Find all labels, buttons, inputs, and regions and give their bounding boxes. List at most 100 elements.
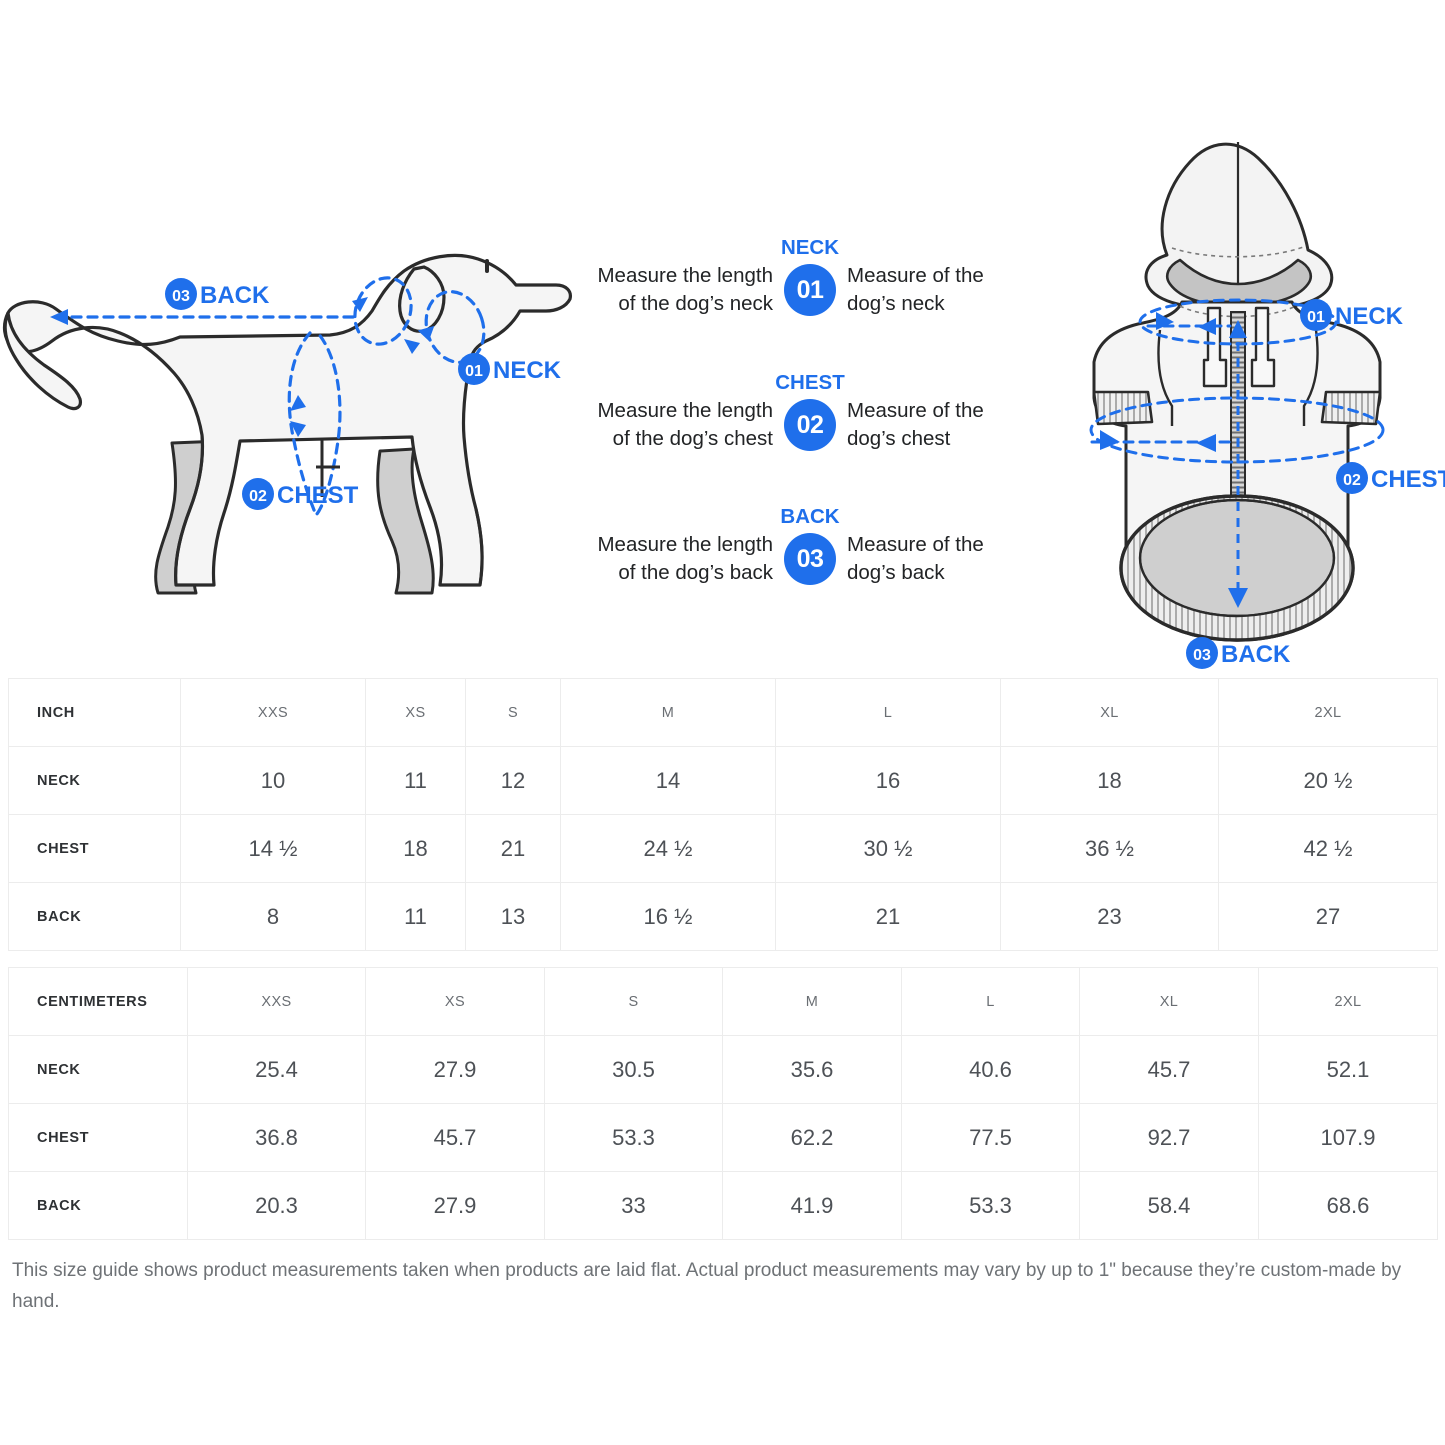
- cm-size-xxs: XXS: [187, 967, 366, 1036]
- hoodie-label-chest-text: CHEST: [1371, 466, 1445, 493]
- instruction-chest: Measure the length of the dog’s chest CH…: [575, 371, 1045, 470]
- inch-back-l: 21: [775, 882, 1001, 951]
- dog-label-back-text: BACK: [200, 282, 270, 309]
- instruction-back-caption: BACK: [780, 505, 840, 528]
- hoodie-diagram: 01 NECK 02 CHEST 03 BACK: [1030, 130, 1445, 675]
- instruction-back-badge: BACK 03: [780, 505, 840, 585]
- cm-back-xxs: 20.3: [187, 1171, 366, 1240]
- inch-chest-2xl: 42 ½: [1218, 814, 1438, 883]
- inch-chest-m: 24 ½: [560, 814, 776, 883]
- centimeters-size-table: CENTIMETERS XXS XS S M L XL 2XL NECK 25.…: [8, 967, 1438, 1240]
- cm-row-label-chest: CHEST: [8, 1103, 188, 1172]
- inch-size-l: L: [775, 678, 1001, 747]
- instruction-neck-caption: NECK: [780, 236, 840, 259]
- hoodie-label-neck-number: 01: [1307, 309, 1325, 326]
- cm-chest-s: 53.3: [544, 1103, 723, 1172]
- inch-back-xxs: 8: [180, 882, 366, 951]
- hoodie-label-back: 03 BACK: [1186, 637, 1291, 669]
- cm-neck-2xl: 52.1: [1258, 1035, 1438, 1104]
- hoodie-label-back-number: 03: [1193, 647, 1211, 664]
- hoodie-label-back-text: BACK: [1221, 641, 1291, 668]
- instruction-neck-left: Measure the length of the dog’s neck: [597, 263, 773, 315]
- inch-size-xxs: XXS: [180, 678, 366, 747]
- cm-unit-label: CENTIMETERS: [8, 967, 188, 1036]
- instruction-neck-right: Measure of the dog’s neck: [847, 263, 984, 315]
- cm-neck-xl: 45.7: [1079, 1035, 1259, 1104]
- cm-neck-m: 35.6: [722, 1035, 902, 1104]
- dog-label-back-number: 03: [172, 288, 190, 305]
- inch-neck-s: 12: [465, 746, 561, 815]
- inch-back-xl: 23: [1000, 882, 1219, 951]
- inch-back-s: 13: [465, 882, 561, 951]
- inch-size-2xl: 2XL: [1218, 678, 1438, 747]
- cm-size-xl: XL: [1079, 967, 1259, 1036]
- instruction-chest-left: Measure the length of the dog’s chest: [597, 398, 773, 450]
- dog-label-chest: 02 CHEST: [242, 478, 359, 510]
- cm-neck-s: 30.5: [544, 1035, 723, 1104]
- inch-row-label-neck: NECK: [8, 746, 181, 815]
- dog-label-neck-number: 01: [465, 363, 483, 380]
- inch-row-label-chest: CHEST: [8, 814, 181, 883]
- cm-size-l: L: [901, 967, 1080, 1036]
- cm-chest-m: 62.2: [722, 1103, 902, 1172]
- inch-back-m: 16 ½: [560, 882, 776, 951]
- inch-neck-m: 14: [560, 746, 776, 815]
- cm-size-s: S: [544, 967, 723, 1036]
- instruction-back-right: Measure of the dog’s back: [847, 532, 984, 584]
- inch-chest-xl: 36 ½: [1000, 814, 1219, 883]
- inch-chest-xxs: 14 ½: [180, 814, 366, 883]
- inch-chest-l: 30 ½: [775, 814, 1001, 883]
- inch-neck-xl: 18: [1000, 746, 1219, 815]
- inch-neck-xxs: 10: [180, 746, 366, 815]
- cm-back-l: 53.3: [901, 1171, 1080, 1240]
- dog-label-neck-text: NECK: [493, 357, 562, 384]
- dog-diagram: 03 BACK 01 NECK 02 CHEST: [0, 215, 580, 620]
- instruction-chest-number: 02: [784, 399, 836, 451]
- cm-size-2xl: 2XL: [1258, 967, 1438, 1036]
- inch-neck-2xl: 20 ½: [1218, 746, 1438, 815]
- instruction-chest-right: Measure of the dog’s chest: [847, 398, 984, 450]
- illustrations-area: 03 BACK 01 NECK 02 CHEST Measure the len…: [0, 0, 1445, 672]
- cm-row-label-neck: NECK: [8, 1035, 188, 1104]
- instruction-back: Measure the length of the dog’s back BAC…: [575, 505, 1045, 604]
- inch-size-s: S: [465, 678, 561, 747]
- instruction-neck-number: 01: [784, 264, 836, 316]
- table-row: CHEST 36.8 45.7 53.3 62.2 77.5 92.7 107.…: [8, 1103, 1438, 1172]
- cm-neck-xxs: 25.4: [187, 1035, 366, 1104]
- cm-table-header-row: CENTIMETERS XXS XS S M L XL 2XL: [8, 967, 1438, 1036]
- instruction-chest-badge: CHEST 02: [775, 371, 845, 451]
- dog-label-neck: 01 NECK: [458, 353, 562, 385]
- cm-size-m: M: [722, 967, 902, 1036]
- inch-size-xl: XL: [1000, 678, 1219, 747]
- table-row: CHEST 14 ½ 18 21 24 ½ 30 ½ 36 ½ 42 ½: [8, 814, 1438, 883]
- instruction-neck-badge: NECK 01: [781, 236, 839, 316]
- cm-chest-l: 77.5: [901, 1103, 1080, 1172]
- dog-label-chest-text: CHEST: [277, 482, 359, 509]
- cm-back-m: 41.9: [722, 1171, 902, 1240]
- instruction-back-number: 03: [784, 533, 836, 585]
- cm-chest-xxs: 36.8: [187, 1103, 366, 1172]
- hoodie-label-neck-text: NECK: [1335, 303, 1404, 330]
- inch-table-header-row: INCH XXS XS S M L XL 2XL: [8, 678, 1438, 747]
- hoodie-label-chest-number: 02: [1343, 472, 1361, 489]
- hoodie-label-neck: 01 NECK: [1300, 299, 1404, 331]
- dog-label-chest-number: 02: [249, 488, 267, 505]
- cm-back-xl: 58.4: [1079, 1171, 1259, 1240]
- inch-unit-label: INCH: [8, 678, 181, 747]
- inch-size-table: INCH XXS XS S M L XL 2XL NECK 10 11 12 1…: [8, 678, 1438, 951]
- table-row: BACK 8 11 13 16 ½ 21 23 27: [8, 882, 1438, 951]
- inch-size-m: M: [560, 678, 776, 747]
- inch-back-2xl: 27: [1218, 882, 1438, 951]
- cm-back-s: 33: [544, 1171, 723, 1240]
- cm-chest-xs: 45.7: [365, 1103, 545, 1172]
- table-row: BACK 20.3 27.9 33 41.9 53.3 58.4 68.6: [8, 1171, 1438, 1240]
- table-row: NECK 10 11 12 14 16 18 20 ½: [8, 746, 1438, 815]
- measure-instructions: Measure the length of the dog’s neck NEC…: [575, 225, 1045, 605]
- inch-size-xs: XS: [365, 678, 466, 747]
- inch-neck-xs: 11: [365, 746, 466, 815]
- table-row: NECK 25.4 27.9 30.5 35.6 40.6 45.7 52.1: [8, 1035, 1438, 1104]
- instruction-neck: Measure the length of the dog’s neck NEC…: [575, 236, 1045, 335]
- inch-chest-s: 21: [465, 814, 561, 883]
- cm-neck-xs: 27.9: [365, 1035, 545, 1104]
